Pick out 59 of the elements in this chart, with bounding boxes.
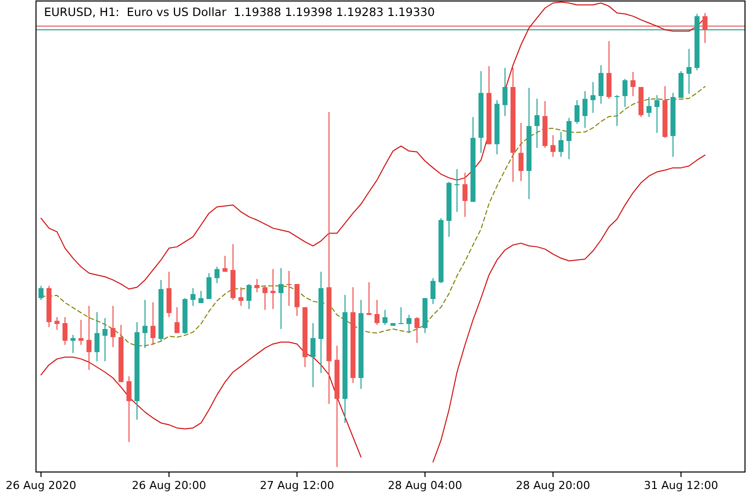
candlestick	[598, 64, 604, 104]
x-tick-label: 26 Aug 2020	[6, 479, 76, 492]
candlestick	[142, 299, 148, 349]
candlestick	[86, 305, 92, 370]
candlestick	[398, 306, 404, 324]
candlestick	[622, 78, 628, 108]
candlestick	[94, 312, 100, 362]
candlestick	[62, 316, 68, 346]
candlestick	[294, 284, 300, 316]
candlestick	[702, 12, 708, 44]
candlestick	[54, 316, 60, 330]
candlestick	[374, 299, 380, 326]
candlestick	[214, 266, 220, 284]
candlestick	[102, 318, 108, 362]
candlestick	[582, 90, 588, 128]
candlestick	[534, 98, 540, 148]
candlestick	[278, 268, 284, 330]
candlestick	[462, 172, 468, 218]
x-tick-label: 26 Aug 20:00	[132, 479, 206, 492]
x-tick-label: 31 Aug 12:00	[644, 479, 718, 492]
candlestick	[310, 322, 316, 388]
candlestick	[614, 94, 620, 127]
candlestick	[406, 314, 412, 334]
candlestick	[110, 305, 116, 348]
candlestick	[574, 100, 580, 124]
chart-title: EURUSD, H1: Euro vs US Dollar 1.19388 1.19398 1.19283 1.19330	[44, 5, 435, 19]
candlestick	[222, 255, 228, 272]
candlestick	[430, 278, 436, 305]
candlestick	[78, 319, 84, 346]
candlestick	[206, 272, 212, 300]
candlestick	[550, 134, 556, 158]
candlestick	[414, 316, 420, 344]
candlestick	[454, 168, 460, 212]
candlestick	[238, 286, 244, 306]
candlestick	[590, 82, 596, 114]
candlestick	[174, 306, 180, 334]
candlestick	[190, 288, 196, 306]
x-tick-label: 28 Aug 20:00	[516, 479, 590, 492]
x-tick-label: 28 Aug 04:00	[388, 479, 462, 492]
candlestick	[646, 96, 652, 118]
x-tick-label: 27 Aug 12:00	[260, 479, 334, 492]
candlestick	[502, 67, 508, 117]
candlestick	[518, 122, 524, 182]
candlestick	[126, 376, 132, 443]
candlestick	[198, 290, 204, 304]
candlestick	[286, 270, 292, 306]
candlestick	[366, 282, 372, 316]
candlestick	[70, 334, 76, 354]
candlestick	[38, 285, 44, 300]
candlestick	[654, 94, 660, 134]
candlestick	[566, 117, 572, 160]
candlestick	[382, 309, 388, 326]
candlestick	[262, 285, 268, 310]
candlestick	[630, 72, 636, 97]
candlestick	[686, 48, 692, 94]
candlestick	[150, 302, 156, 346]
candlestick	[254, 278, 260, 293]
candlestick	[558, 131, 564, 158]
candlestick	[246, 284, 252, 310]
